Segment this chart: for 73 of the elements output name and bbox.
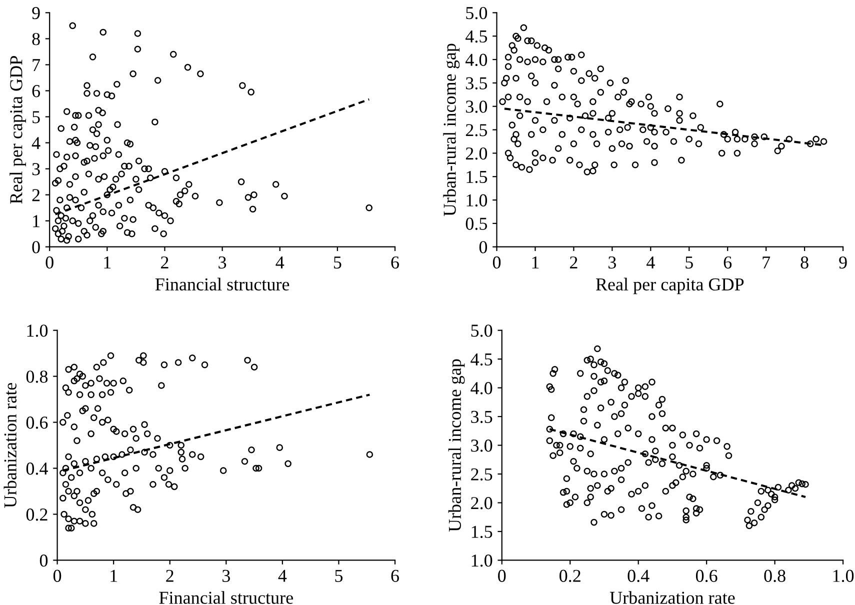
- x-tick-label: 0.4: [628, 570, 650, 582]
- x-tick-label: 1: [104, 256, 111, 268]
- x-tick-label: 3: [222, 570, 230, 582]
- y-tick-label: 3: [32, 163, 40, 176]
- x-tick-label: 6: [391, 256, 399, 269]
- x-axis-title: Financial structure: [159, 591, 293, 604]
- y-tick-label: 6: [32, 85, 40, 98]
- y-tick-label: 5.0: [471, 324, 492, 337]
- y-axis-title: Urban-rural income gap: [443, 44, 460, 216]
- x-tick-label: 2: [570, 256, 578, 268]
- y-tick-label: 1.5: [466, 170, 488, 184]
- y-tick-label: 3.5: [466, 77, 488, 90]
- y-tick-label: 4.0: [466, 54, 488, 66]
- y-tick-label: 0.6: [26, 416, 48, 429]
- y-tick-label: 0.4: [26, 462, 48, 475]
- y-axis-title: Real per capita GDP: [10, 56, 26, 204]
- x-tick-label: 8: [800, 256, 808, 269]
- x-tick-label: 1.0: [833, 570, 854, 582]
- y-tick-label: 3.0: [466, 100, 488, 113]
- x-tick-label: 7: [762, 256, 770, 268]
- x-tick-label: 3: [218, 256, 226, 269]
- y-tick-label: 0: [32, 241, 40, 254]
- x-tick-label: 0: [498, 570, 506, 582]
- x-tick-label: 4: [646, 256, 655, 268]
- x-tick-label: 0: [53, 570, 62, 582]
- x-tick-label: 3: [608, 256, 616, 269]
- y-tick-label: 4.5: [466, 30, 488, 43]
- x-tick-label: 5: [686, 256, 693, 269]
- y-tick-label: 2.5: [471, 468, 492, 481]
- y-tick-label: 4.0: [470, 382, 492, 394]
- x-tick-label: 2: [161, 256, 168, 268]
- y-tick-label: 7: [32, 59, 40, 71]
- x-tick-label: 5: [334, 256, 342, 269]
- x-tick-label: 1: [532, 256, 539, 268]
- x-tick-label: 9: [839, 256, 847, 269]
- y-axis-title: Urbanization rate: [4, 382, 16, 508]
- y-tick-label: 0.2: [26, 508, 48, 521]
- y-tick-label: 0.8: [26, 370, 48, 383]
- y-tick-label: 2: [32, 189, 40, 202]
- y-tick-label: 1.0: [472, 554, 492, 567]
- y-tick-label: 3.5: [471, 410, 492, 424]
- x-tick-label: 6: [724, 256, 732, 269]
- y-tick-label: 0.5: [466, 218, 488, 230]
- y-tick-label: 0: [479, 241, 488, 254]
- x-tick-label: 4: [276, 256, 284, 268]
- y-tick-label: 2.5: [466, 124, 488, 136]
- x-tick-label: 2: [166, 570, 174, 582]
- y-tick-label: 9: [32, 7, 40, 20]
- x-tick-label: 1: [110, 570, 118, 582]
- y-tick-label: 8: [32, 32, 40, 46]
- x-tick-label: 6: [391, 570, 399, 582]
- y-tick-label: 1: [33, 215, 40, 228]
- y-tick-label: 5: [32, 111, 40, 124]
- y-tick-label: 3.0: [471, 440, 492, 452]
- x-tick-label: 0.8: [764, 570, 786, 582]
- x-tick-label: 0.2: [560, 570, 580, 582]
- x-axis-title: Real per capita GDP: [596, 278, 744, 294]
- x-tick-label: 0: [492, 256, 501, 269]
- x-axis-title: Urbanization rate: [610, 591, 735, 604]
- x-tick-label: 0.6: [696, 570, 718, 582]
- y-tick-label: 1.0: [466, 194, 488, 207]
- y-tick-label: 4: [32, 137, 40, 150]
- y-tick-label: 0: [40, 554, 48, 567]
- y-tick-label: 4.5: [470, 353, 492, 366]
- x-tick-label: 4: [278, 570, 287, 582]
- y-tick-label: 1.5: [472, 526, 492, 538]
- y-tick-label: 1.0: [27, 324, 48, 337]
- x-axis-title: Financial structure: [155, 278, 290, 291]
- y-tick-label: 2.0: [466, 147, 488, 160]
- x-tick-label: 5: [335, 570, 343, 582]
- y-tick-label: 5.0: [466, 6, 488, 20]
- y-tick-label: 2.0: [471, 497, 492, 510]
- y-axis-title: Urban-rural income gap: [448, 359, 465, 532]
